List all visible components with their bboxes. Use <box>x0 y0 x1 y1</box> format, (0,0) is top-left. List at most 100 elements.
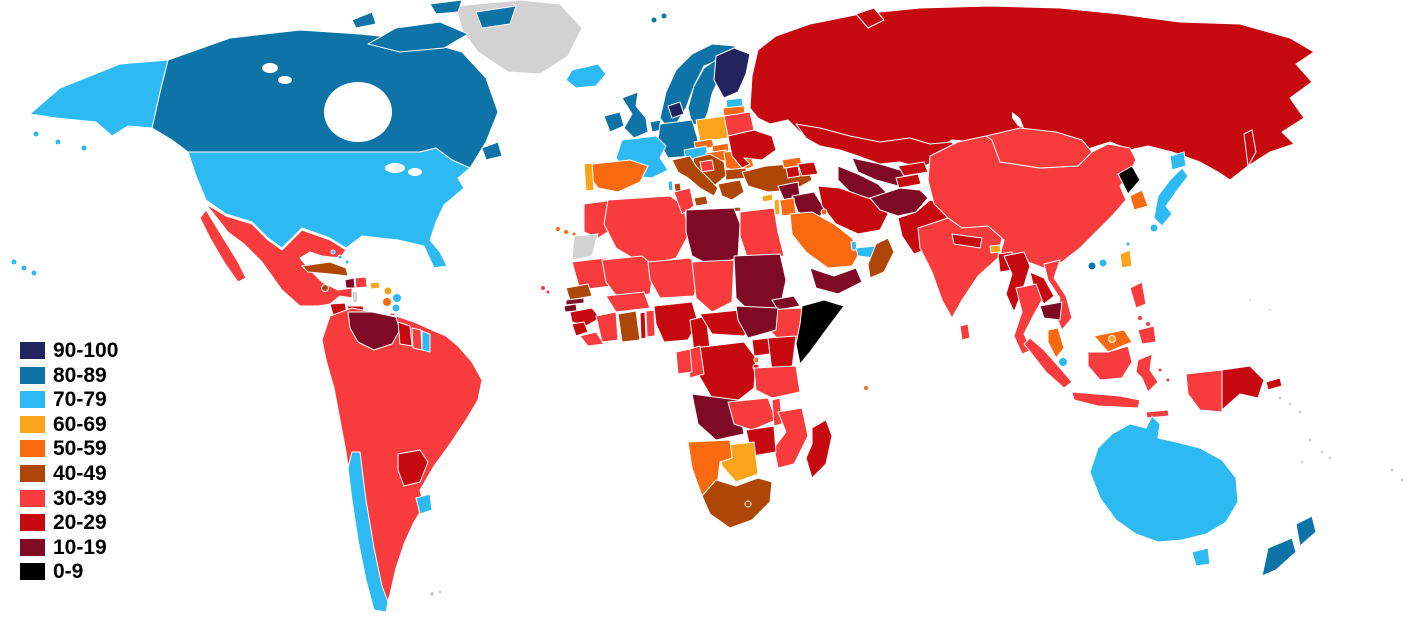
legend-swatch-70-79 <box>20 391 45 409</box>
region-japan-kyushu <box>1149 223 1159 233</box>
region-french-guiana <box>421 330 431 353</box>
region-svalbard <box>650 16 658 24</box>
legend-item: 50-59 <box>20 438 118 459</box>
region-saudi-arabia <box>789 211 861 269</box>
region-libya <box>685 207 741 267</box>
lake-huron <box>408 168 422 176</box>
region-gambia <box>565 297 585 306</box>
region-new-britain <box>1265 377 1283 391</box>
region-armenia <box>785 165 801 179</box>
region-falkland-islands <box>429 591 435 597</box>
region-somalia <box>795 299 845 365</box>
region-guinea <box>569 307 601 327</box>
region-malawi <box>771 397 783 427</box>
region-yemen <box>809 267 863 295</box>
region-solomon-islands <box>1287 401 1293 407</box>
legend-label: 0-9 <box>53 560 84 584</box>
region-south-africa <box>701 477 773 529</box>
legend-item: 20-29 <box>20 511 118 535</box>
region-poland <box>695 115 729 143</box>
region-micronesia <box>1389 467 1395 473</box>
region-micronesia <box>1268 308 1272 312</box>
legend-swatch-30-39 <box>20 489 45 507</box>
region-burkina-faso <box>605 291 651 313</box>
region-south-sudan <box>735 305 779 339</box>
region-gabon <box>675 348 693 375</box>
region-falkland-islands <box>437 589 443 595</box>
legend-swatch-50-59 <box>20 440 45 458</box>
region-malaysia-peninsula <box>1047 327 1065 359</box>
legend-item: 30-39 <box>20 488 118 509</box>
legend-item: 80-89 <box>20 365 118 386</box>
region-sumatra <box>1023 337 1073 389</box>
region-canadian-arctic <box>475 5 517 29</box>
region-sierra-leone <box>571 321 589 337</box>
legend-swatch-80-89 <box>20 366 45 384</box>
region-sakhalin <box>1243 129 1257 167</box>
region-portugal <box>583 162 595 192</box>
region-hawaii <box>10 258 18 266</box>
region-fiji <box>1319 449 1325 455</box>
region-bhutan <box>989 244 1002 254</box>
region-solomon-islands <box>1277 395 1283 401</box>
region-usa <box>187 147 471 269</box>
legend-label: 40-49 <box>53 461 107 485</box>
region-nigeria <box>653 301 699 343</box>
region-benin <box>645 309 656 338</box>
region-cyprus <box>761 193 774 203</box>
region-azerbaijan <box>797 161 819 177</box>
great-slave-lake <box>278 76 292 84</box>
region-tajikistan <box>895 173 922 189</box>
region-mexico <box>205 203 353 307</box>
region-liberia <box>579 331 605 347</box>
region-brunei <box>1108 335 1116 343</box>
region-lesser-sunda <box>1145 409 1170 419</box>
region-senegal <box>565 283 593 301</box>
legend-item: 60-69 <box>20 412 118 436</box>
region-new-zealand-south <box>1261 537 1297 577</box>
region-zambia <box>727 397 777 431</box>
region-ivory-coast <box>595 311 619 343</box>
region-belize <box>351 290 359 304</box>
region-greece <box>717 179 745 201</box>
region-micronesia <box>1399 477 1405 483</box>
region-aleutians <box>80 144 88 152</box>
region-sicily <box>693 195 709 207</box>
great-bear-lake <box>262 63 278 73</box>
region-suriname <box>411 327 423 351</box>
legend-item: 70-79 <box>20 388 118 412</box>
region-tunisia <box>673 187 695 215</box>
region-hawaii <box>30 269 38 277</box>
legend-swatch-20-29 <box>20 514 45 532</box>
region-visayas <box>1145 321 1151 327</box>
region-moluccas <box>1165 377 1171 383</box>
region-canary-islands <box>563 229 569 235</box>
region-togo <box>639 311 647 340</box>
region-india <box>917 217 1003 319</box>
legend-label: 20-29 <box>53 511 107 535</box>
region-java <box>1071 391 1141 409</box>
region-drc <box>693 341 757 403</box>
legend-item: 10-19 <box>20 537 118 558</box>
region-ghana <box>617 310 641 343</box>
region-oman <box>867 237 895 279</box>
region-canadian-arctic <box>367 21 469 53</box>
region-greenland <box>455 0 583 75</box>
region-vanuatu <box>1307 437 1313 443</box>
region-canadian-arctic <box>429 0 463 15</box>
region-cape-verde <box>540 285 546 291</box>
region-chad <box>691 259 735 313</box>
legend-label: 70-79 <box>53 388 107 412</box>
region-myanmar <box>1003 251 1031 313</box>
region-micronesia <box>1248 298 1252 302</box>
region-denmark <box>667 101 685 119</box>
legend-label: 60-69 <box>53 412 107 436</box>
region-moluccas <box>1157 367 1163 373</box>
region-mindanao <box>1137 325 1157 345</box>
region-lesotho <box>744 500 752 508</box>
region-niger <box>647 257 701 299</box>
region-united-kingdom <box>621 91 649 139</box>
lake-victoria <box>758 356 766 364</box>
region-aleutians <box>54 138 62 146</box>
legend-item: 90-100 <box>20 340 118 361</box>
